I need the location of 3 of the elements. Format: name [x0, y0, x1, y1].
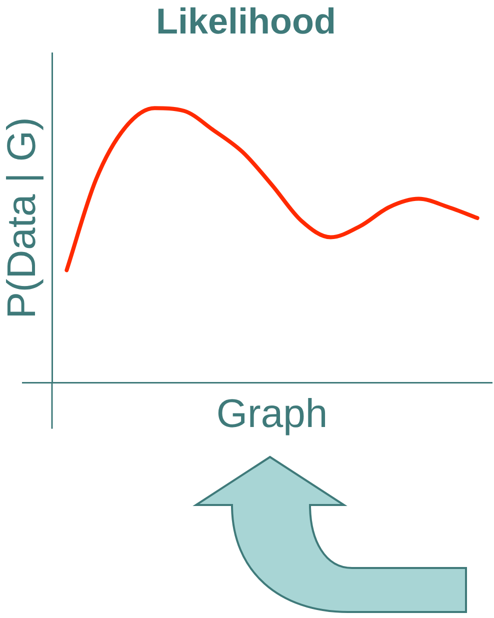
x-axis-title: Graph [216, 392, 328, 436]
chart-title: Likelihood [156, 0, 336, 42]
y-axis-title: P(Data | G) [0, 117, 44, 319]
